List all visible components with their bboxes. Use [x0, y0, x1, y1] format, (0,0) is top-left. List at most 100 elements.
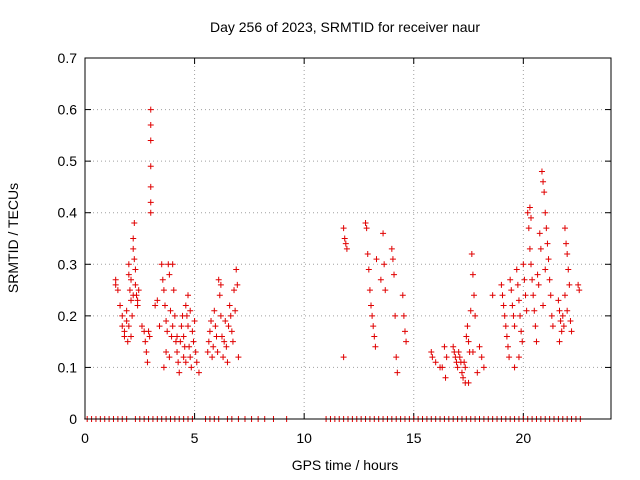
x-tick-label: 20 — [516, 430, 532, 446]
data-point — [524, 209, 531, 216]
y-tick-label: 0.5 — [58, 153, 78, 169]
x-tick-label: 0 — [81, 430, 89, 446]
data-point — [472, 312, 479, 319]
data-point — [226, 302, 233, 309]
data-point — [561, 292, 568, 299]
data-point — [465, 379, 472, 386]
data-point — [343, 245, 350, 252]
data-point — [182, 302, 189, 309]
data-point — [187, 307, 194, 314]
y-tick-label: 0.3 — [58, 256, 78, 272]
data-point — [224, 359, 231, 366]
data-point — [340, 354, 347, 361]
data-point — [368, 302, 375, 309]
data-point — [520, 261, 527, 268]
data-point — [130, 245, 137, 252]
data-point — [210, 343, 217, 350]
data-point — [530, 292, 537, 299]
data-point — [540, 302, 547, 309]
data-point — [134, 302, 141, 309]
data-point — [223, 343, 230, 350]
data-point — [547, 292, 554, 299]
data-point — [166, 354, 173, 361]
data-point — [532, 323, 539, 330]
data-point — [380, 230, 387, 237]
data-point — [522, 292, 529, 299]
data-point — [377, 276, 384, 283]
data-point — [180, 354, 187, 361]
data-point — [471, 292, 478, 299]
data-point — [529, 276, 536, 283]
data-point — [536, 230, 543, 237]
data-point — [188, 364, 195, 371]
data-point — [160, 364, 167, 371]
data-point — [158, 261, 165, 268]
data-point — [548, 312, 555, 319]
data-point — [128, 297, 135, 304]
data-point — [504, 343, 511, 350]
data-point — [575, 281, 582, 288]
data-point — [125, 323, 132, 330]
data-point — [145, 328, 152, 335]
data-point — [506, 354, 513, 361]
data-point — [147, 106, 154, 113]
data-point — [508, 287, 515, 294]
data-point — [555, 297, 562, 304]
data-point — [179, 312, 186, 319]
data-point — [526, 245, 533, 252]
data-point — [544, 240, 551, 247]
data-point — [144, 359, 151, 366]
data-point — [114, 287, 121, 294]
data-point — [498, 281, 505, 288]
data-point — [507, 276, 514, 283]
data-point — [545, 256, 552, 263]
data-point — [212, 323, 219, 330]
data-point — [566, 281, 573, 288]
data-point — [474, 369, 481, 376]
data-point — [400, 312, 407, 319]
data-point — [168, 333, 175, 340]
data-point — [121, 333, 128, 340]
data-point — [143, 348, 150, 355]
data-point — [117, 302, 124, 309]
data-point — [186, 343, 193, 350]
tick-layer: 0 0.1 0.2 0.3 0.4 0.5 0.6 0.7 0 5 10 15 20 — [58, 50, 611, 446]
data-point — [523, 307, 530, 314]
data-point — [146, 333, 153, 340]
data-point — [125, 271, 132, 278]
data-point — [169, 261, 176, 268]
y-tick-label: 0.4 — [58, 205, 78, 221]
data-point — [195, 369, 202, 376]
data-point — [373, 256, 380, 263]
data-point — [454, 364, 461, 371]
data-point — [501, 312, 508, 319]
data-point — [362, 220, 369, 227]
data-point — [394, 369, 401, 376]
data-point — [159, 276, 166, 283]
data-point — [461, 359, 468, 366]
data-point — [388, 245, 395, 252]
data-point — [561, 225, 568, 232]
data-point — [138, 323, 145, 330]
data-point — [528, 214, 535, 221]
data-point — [205, 338, 212, 345]
data-point — [381, 261, 388, 268]
data-point — [480, 364, 487, 371]
data-point — [128, 333, 135, 340]
data-point — [428, 348, 435, 355]
data-point — [549, 323, 556, 330]
data-point — [208, 318, 215, 325]
data-point — [525, 225, 532, 232]
data-point — [541, 189, 548, 196]
data-point — [123, 318, 130, 325]
x-tick-label: 15 — [406, 430, 422, 446]
data-point — [500, 302, 507, 309]
y-tick-label: 0 — [69, 411, 77, 427]
data-point — [515, 354, 522, 361]
data-point — [132, 266, 139, 273]
data-point — [518, 328, 525, 335]
data-point — [147, 183, 154, 190]
data-point — [119, 312, 126, 319]
data-point — [178, 323, 185, 330]
data-point — [187, 354, 194, 361]
